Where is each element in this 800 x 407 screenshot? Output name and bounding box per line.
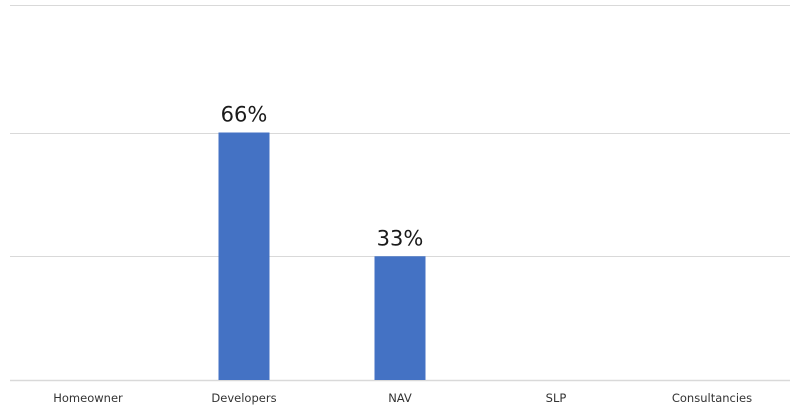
data-labels: 66% 33% <box>221 103 424 251</box>
x-tick-label-slp: SLP <box>546 391 567 405</box>
x-axis-tick-labels: Homeowner Developers NAV SLP Consultancies <box>53 391 752 405</box>
bar-developers <box>218 132 270 380</box>
gridlines <box>10 5 790 382</box>
data-label-nav: 33% <box>377 226 424 250</box>
bar-nav <box>374 256 426 380</box>
x-tick-label-developers: Developers <box>211 391 276 405</box>
x-tick-label-homeowner: Homeowner <box>53 391 123 405</box>
bars <box>218 132 426 380</box>
x-tick-label-nav: NAV <box>388 391 412 405</box>
data-label-developers: 66% <box>221 103 268 127</box>
x-tick-label-consultancies: Consultancies <box>672 391 752 405</box>
